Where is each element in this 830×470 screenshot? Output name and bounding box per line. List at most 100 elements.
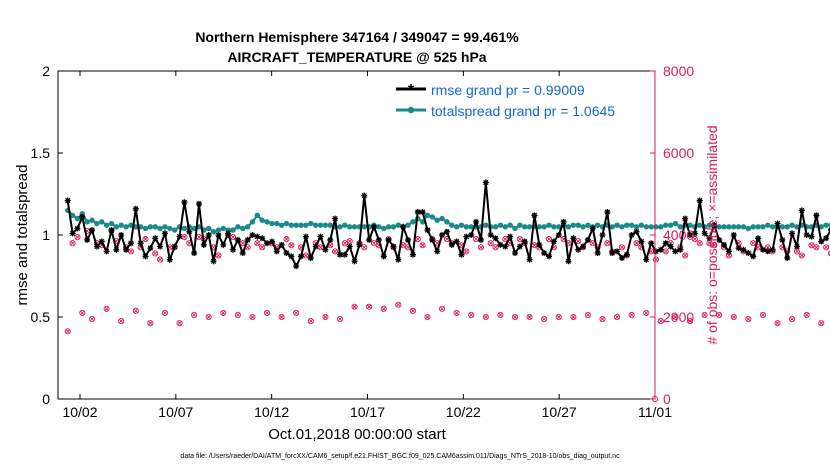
rmse-point — [652, 248, 659, 255]
rmse-point — [555, 232, 562, 238]
totalspread-point — [735, 224, 742, 230]
rmse-point — [230, 246, 237, 253]
totalspread-series — [65, 207, 830, 235]
obs-count-point — [526, 313, 533, 321]
totalspread-point — [784, 224, 790, 230]
totalspread-point — [74, 215, 81, 222]
totalspread-point — [667, 222, 674, 228]
rmse-point — [424, 227, 431, 234]
totalspread-point — [483, 222, 489, 228]
totalspread-point — [346, 224, 353, 230]
obs-count-point — [701, 311, 708, 319]
rmse-point — [784, 254, 791, 261]
totalspread-point — [497, 222, 504, 228]
obs-count-point — [293, 309, 300, 316]
rmse-point — [473, 218, 480, 225]
obs-count-point — [759, 311, 766, 319]
rmse-point — [371, 223, 378, 230]
totalspread-point — [288, 222, 295, 228]
rmse-point — [594, 250, 601, 257]
obs-count-point — [69, 240, 76, 247]
obs-count-point — [234, 311, 241, 319]
obs-count-point — [64, 328, 71, 335]
rmse-point — [351, 258, 358, 265]
rmse-point — [599, 232, 606, 238]
totalspread-point — [171, 227, 178, 233]
rmse-point — [89, 227, 96, 234]
rmse-point — [691, 230, 698, 237]
totalspread-point — [439, 215, 445, 222]
rmse-point — [516, 243, 523, 250]
totalspread-point — [740, 224, 747, 230]
rmse-point — [336, 251, 343, 258]
obs-count-point — [516, 236, 523, 243]
totalspread-point — [312, 222, 319, 228]
obs-count-point — [341, 240, 348, 247]
rmse-point — [580, 243, 587, 250]
rmse-point — [618, 254, 625, 261]
totalspread-point — [342, 222, 348, 228]
obs-count-point — [477, 244, 485, 251]
rmse-point — [589, 225, 596, 232]
obs-count-point — [628, 311, 635, 319]
obs-count-point — [118, 318, 125, 325]
totalspread-point — [556, 224, 562, 230]
rmse-point — [186, 228, 193, 235]
chart-title-line-2: AIRCRAFT_TEMPERATURE @ 525 hPa — [227, 49, 486, 65]
obs-count-point — [380, 305, 387, 312]
totalspread-point — [235, 224, 241, 230]
totalspread-point — [244, 224, 251, 230]
obs-count-point — [686, 318, 694, 325]
obs-count-point — [215, 252, 222, 259]
totalspread-point — [444, 219, 450, 225]
y-left-tick-label: 2 — [42, 63, 50, 79]
totalspread-point — [385, 224, 392, 230]
rmse-point — [157, 243, 164, 250]
legend-spread-marker — [407, 106, 415, 114]
totalspread-point — [517, 222, 523, 228]
rmse-point — [682, 215, 689, 222]
obs-count-point — [439, 305, 446, 312]
rmse-point — [123, 246, 130, 253]
rmse-point — [273, 248, 280, 255]
obs-count-point — [570, 313, 577, 321]
x-axis-label: Oct.01,2018 00:00:00 start — [268, 426, 446, 443]
obs-count-point — [424, 313, 431, 321]
rmse-point — [687, 232, 694, 238]
totalspread-point — [779, 224, 786, 230]
totalspread-point — [99, 219, 105, 225]
rmse-point — [195, 200, 202, 207]
rmse-point — [64, 197, 71, 204]
totalspread-point — [293, 222, 299, 228]
totalspread-point — [507, 222, 513, 228]
obs-count-point — [157, 256, 164, 263]
legend-rmse-label: rmse grand pr = 0.99009 — [431, 82, 585, 98]
rmse-point — [477, 236, 484, 243]
totalspread-point — [716, 224, 722, 230]
y-left-tick-label: 1 — [42, 227, 50, 243]
totalspread-point — [152, 224, 158, 230]
totalspread-point — [84, 219, 90, 225]
rmse-point — [779, 236, 786, 243]
rmse-point — [803, 232, 810, 238]
obs-count-point — [288, 242, 295, 249]
rmse-point — [745, 250, 752, 257]
rmse-point — [570, 235, 577, 242]
rmse-point — [614, 248, 621, 255]
rmse-point — [400, 223, 407, 230]
obs-count-point — [147, 320, 154, 327]
rmse-point — [536, 241, 543, 248]
rmse-point — [497, 241, 504, 248]
rmse-point — [108, 227, 115, 234]
totalspread-point — [181, 225, 188, 232]
rmse-point — [225, 230, 232, 237]
totalspread-point — [594, 222, 601, 228]
obs-count-point — [657, 318, 664, 325]
obs-count-point — [808, 242, 815, 249]
rmse-point — [448, 241, 455, 248]
rmse-point — [750, 253, 757, 260]
chart-title-line-1: Northern Hemisphere 347164 / 349047 = 99… — [195, 29, 519, 45]
totalspread-point — [672, 220, 679, 227]
obs-count-point — [142, 236, 149, 243]
totalspread-point — [492, 224, 499, 230]
